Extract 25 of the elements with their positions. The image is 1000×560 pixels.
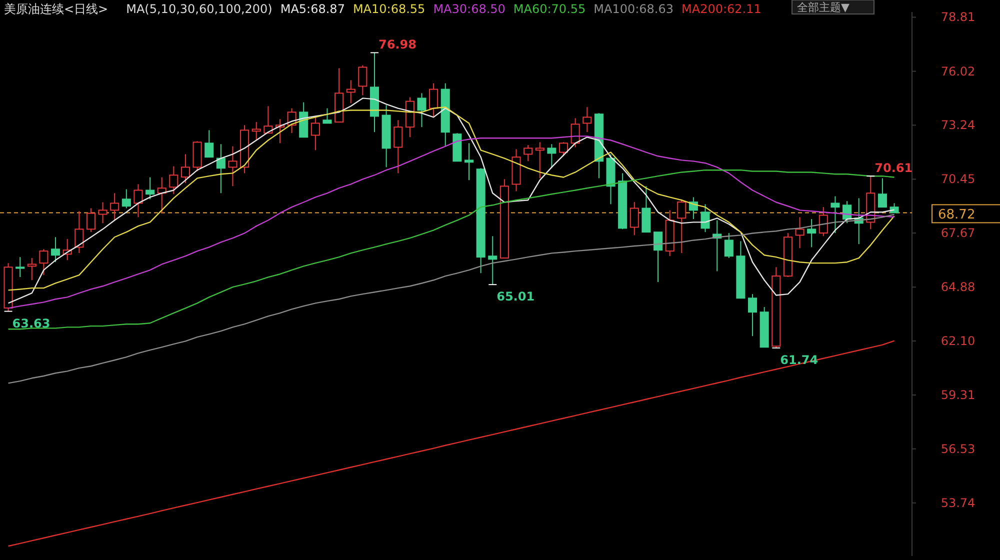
- text: MA200:62.11: [682, 2, 762, 16]
- y-tick-label: 70.45: [940, 172, 976, 186]
- text: MA60:70.55: [513, 2, 586, 16]
- y-tick-label: 73.24: [940, 118, 976, 132]
- text: MA100:68.63: [594, 2, 674, 16]
- y-tick-label: 78.81: [940, 10, 976, 24]
- text: MA30:68.50: [433, 2, 506, 16]
- y-tick-label: 62.10: [940, 334, 976, 348]
- annotation: 70.61: [874, 161, 913, 176]
- text: MA5:68.87: [280, 2, 345, 16]
- annotation: 全部主题▼: [797, 1, 850, 14]
- y-tick-label: 76.02: [940, 64, 976, 78]
- annotation: 76.98: [378, 38, 416, 52]
- chart-title: 美原油连续<日线>: [4, 2, 108, 16]
- ref-line-label: 68.72: [938, 208, 976, 223]
- y-tick-label: 67.67: [940, 226, 976, 240]
- annotation: 65.01: [496, 290, 535, 304]
- annotation: 63.63: [12, 316, 50, 330]
- y-tick-label: 56.53: [940, 442, 976, 456]
- chart-subtitle: MA(5,10,30,60,100,200): [126, 2, 272, 16]
- y-tick-label: 59.31: [940, 388, 976, 402]
- y-tick-label: 53.74: [940, 496, 976, 510]
- annotation: 61.74: [780, 352, 818, 367]
- text: MA10:68.55: [352, 2, 426, 16]
- y-tick-label: 64.88: [940, 280, 976, 294]
